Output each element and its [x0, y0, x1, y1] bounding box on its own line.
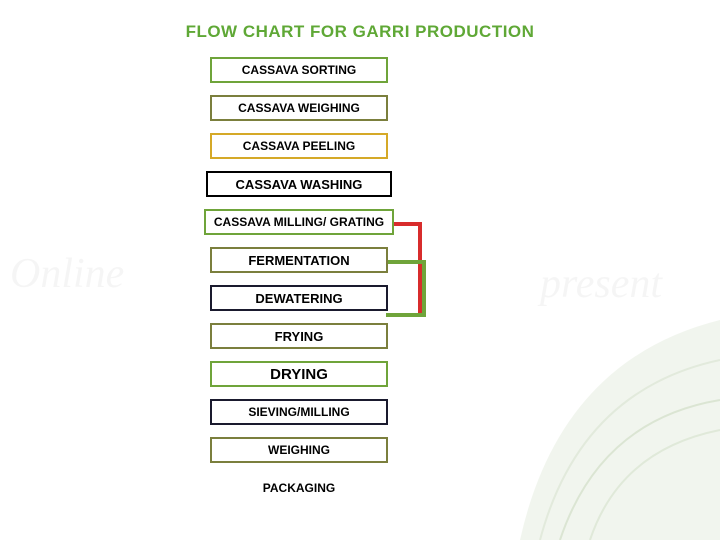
step-label: CASSAVA SORTING: [242, 63, 356, 77]
step-label: DRYING: [270, 366, 328, 383]
watermark-left: Online: [10, 250, 124, 298]
step-label: SIEVING/MILLING: [248, 405, 349, 419]
step-cassava-peeling: CASSAVA PEELING: [210, 133, 388, 159]
step-weighing: WEIGHING: [210, 437, 388, 463]
step-label: PACKAGING: [263, 481, 335, 495]
step-dewatering: DEWATERING: [210, 285, 388, 311]
step-fermentation: FERMENTATION: [210, 247, 388, 273]
step-drying: DRYING: [210, 361, 388, 387]
step-label: FERMENTATION: [248, 253, 349, 268]
step-label: WEIGHING: [268, 443, 330, 457]
step-sieving-milling: SIEVING/MILLING: [210, 399, 388, 425]
step-cassava-sorting: CASSAVA SORTING: [210, 57, 388, 83]
step-label: CASSAVA WEIGHING: [238, 101, 360, 115]
step-packaging: PACKAGING: [210, 475, 388, 501]
step-label: FRYING: [275, 329, 324, 344]
step-cassava-weighing: CASSAVA WEIGHING: [210, 95, 388, 121]
step-frying: FRYING: [210, 323, 388, 349]
step-cassava-milling: CASSAVA MILLING/ GRATING: [204, 209, 394, 235]
connector-green: [386, 260, 426, 317]
page-title: FLOW CHART FOR GARRI PRODUCTION: [0, 22, 720, 42]
step-cassava-washing: CASSAVA WASHING: [206, 171, 392, 197]
step-label: DEWATERING: [255, 291, 342, 306]
watermark-right: present: [540, 260, 662, 308]
step-label: CASSAVA MILLING/ GRATING: [214, 215, 384, 229]
step-label: CASSAVA WASHING: [236, 177, 363, 192]
step-label: CASSAVA PEELING: [243, 139, 355, 153]
